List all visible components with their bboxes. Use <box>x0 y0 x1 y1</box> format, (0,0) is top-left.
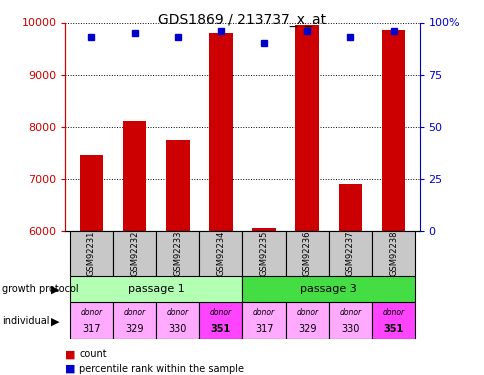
FancyBboxPatch shape <box>70 276 242 302</box>
Text: GSM92231: GSM92231 <box>87 230 96 276</box>
Bar <box>295 25 318 231</box>
Bar <box>166 140 189 231</box>
FancyBboxPatch shape <box>285 302 328 339</box>
FancyBboxPatch shape <box>70 302 113 339</box>
FancyBboxPatch shape <box>285 231 328 276</box>
Bar <box>381 30 405 231</box>
Text: percentile rank within the sample: percentile rank within the sample <box>79 364 243 374</box>
FancyBboxPatch shape <box>156 231 199 276</box>
Text: GSM92238: GSM92238 <box>388 230 397 276</box>
Text: passage 1: passage 1 <box>127 284 184 294</box>
Text: 330: 330 <box>341 324 359 334</box>
FancyBboxPatch shape <box>113 231 156 276</box>
Text: GSM92234: GSM92234 <box>216 230 225 276</box>
Text: donor: donor <box>166 308 188 317</box>
Text: 351: 351 <box>383 324 403 334</box>
Text: GSM92235: GSM92235 <box>259 230 268 276</box>
Text: 329: 329 <box>125 324 144 334</box>
Text: 317: 317 <box>254 324 273 334</box>
Text: donor: donor <box>382 308 404 317</box>
Text: individual: individual <box>2 316 50 326</box>
Bar <box>338 184 362 231</box>
Text: growth protocol: growth protocol <box>2 285 79 294</box>
FancyBboxPatch shape <box>242 231 285 276</box>
FancyBboxPatch shape <box>371 302 414 339</box>
Bar <box>252 228 275 231</box>
Text: donor: donor <box>210 308 231 317</box>
Text: passage 3: passage 3 <box>300 284 357 294</box>
Text: donor: donor <box>253 308 274 317</box>
Text: donor: donor <box>339 308 361 317</box>
Text: GSM92237: GSM92237 <box>345 230 354 276</box>
FancyBboxPatch shape <box>242 302 285 339</box>
Bar <box>209 33 232 231</box>
Text: 330: 330 <box>168 324 186 334</box>
Text: 329: 329 <box>297 324 316 334</box>
Text: GSM92232: GSM92232 <box>130 230 139 276</box>
Text: GSM92236: GSM92236 <box>302 230 311 276</box>
FancyBboxPatch shape <box>199 231 242 276</box>
Text: ■: ■ <box>65 364 76 374</box>
Text: count: count <box>79 350 106 359</box>
FancyBboxPatch shape <box>70 231 113 276</box>
FancyBboxPatch shape <box>242 276 414 302</box>
Text: 351: 351 <box>211 324 230 334</box>
FancyBboxPatch shape <box>156 302 199 339</box>
FancyBboxPatch shape <box>328 302 371 339</box>
Text: donor: donor <box>296 308 318 317</box>
Text: 317: 317 <box>82 324 100 334</box>
FancyBboxPatch shape <box>328 231 371 276</box>
FancyBboxPatch shape <box>199 302 242 339</box>
Text: donor: donor <box>123 308 145 317</box>
Bar <box>79 155 103 231</box>
Text: ▶: ▶ <box>50 316 59 326</box>
FancyBboxPatch shape <box>371 231 414 276</box>
Text: GDS1869 / 213737_x_at: GDS1869 / 213737_x_at <box>158 13 326 27</box>
Text: ▶: ▶ <box>50 285 59 294</box>
Bar <box>122 122 146 231</box>
FancyBboxPatch shape <box>113 302 156 339</box>
Text: donor: donor <box>80 308 102 317</box>
Text: ■: ■ <box>65 350 76 359</box>
Text: GSM92233: GSM92233 <box>173 230 182 276</box>
